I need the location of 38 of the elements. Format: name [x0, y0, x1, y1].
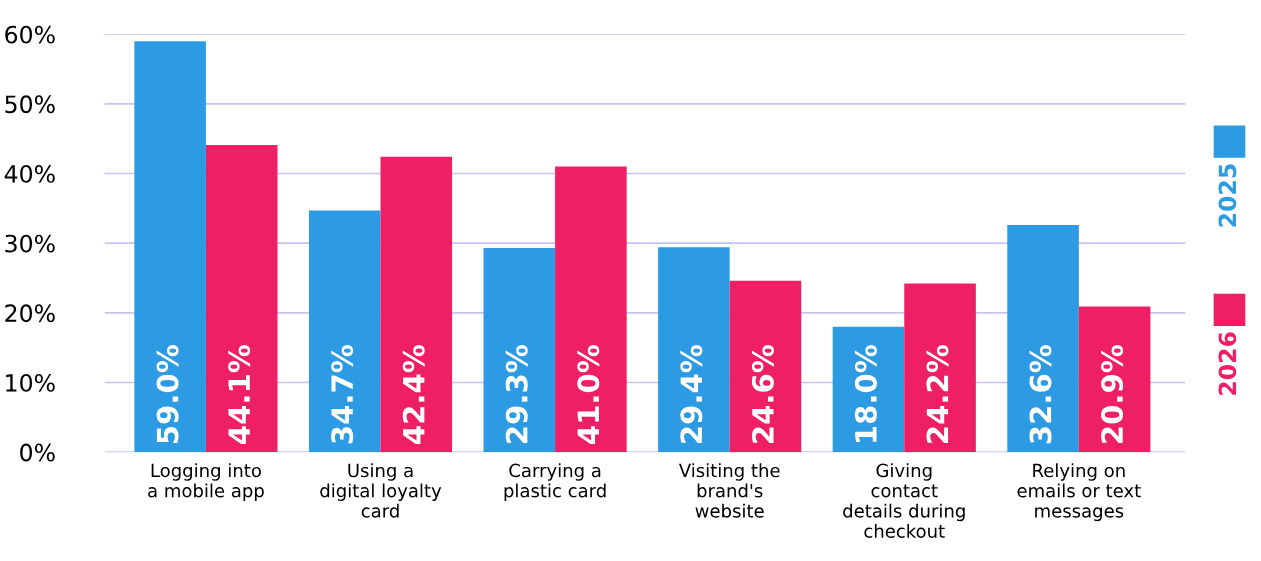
x-tick-label: Visiting the brand's website [678, 463, 780, 518]
data-label: 20.9% [1101, 344, 1124, 443]
bar [483, 248, 556, 453]
y-tick-label: 40% [4, 164, 55, 183]
bar [308, 210, 381, 453]
y-tick-label: 20% [5, 304, 55, 323]
data-label: 24.6% [751, 344, 774, 443]
data-label: 34.7% [331, 344, 354, 444]
y-tick-label: 60% [5, 25, 55, 44]
bar [1007, 225, 1079, 453]
data-label: 18.0% [854, 344, 877, 442]
data-label: 44.1% [228, 344, 251, 444]
x-tick-label: Using a digital loyalty card [320, 463, 442, 518]
x-tick-label: Giving contact details during checkout [843, 463, 965, 538]
bar [729, 280, 802, 453]
y-tick-label: 0% [20, 443, 55, 462]
x-tick-label: Carrying a plastic card [504, 463, 606, 501]
y-tick-label: 10% [6, 373, 55, 392]
bar [205, 144, 278, 453]
data-label: 42.4% [402, 344, 425, 444]
x-tick-label: Logging into a mobile app [148, 463, 264, 501]
bar [380, 156, 453, 453]
bar [904, 283, 976, 453]
data-label: 29.4% [680, 344, 703, 443]
bar [555, 166, 627, 453]
x-tick-label: Relying on emails or text messages [1017, 463, 1141, 522]
data-label: 41.0% [577, 344, 600, 444]
bar [658, 247, 730, 453]
data-label: 59.0% [156, 344, 179, 443]
data-label: 29.3% [505, 344, 528, 443]
y-tick-label: 50% [5, 95, 55, 114]
bar [1078, 306, 1151, 453]
data-label: 32.6% [1029, 344, 1052, 444]
y-tick-label: 30% [5, 234, 55, 253]
data-label: 24.2% [926, 344, 949, 443]
legend-label: 2025 [1218, 164, 1237, 227]
bar [134, 41, 206, 453]
legend-label: 2026 [1218, 332, 1237, 395]
